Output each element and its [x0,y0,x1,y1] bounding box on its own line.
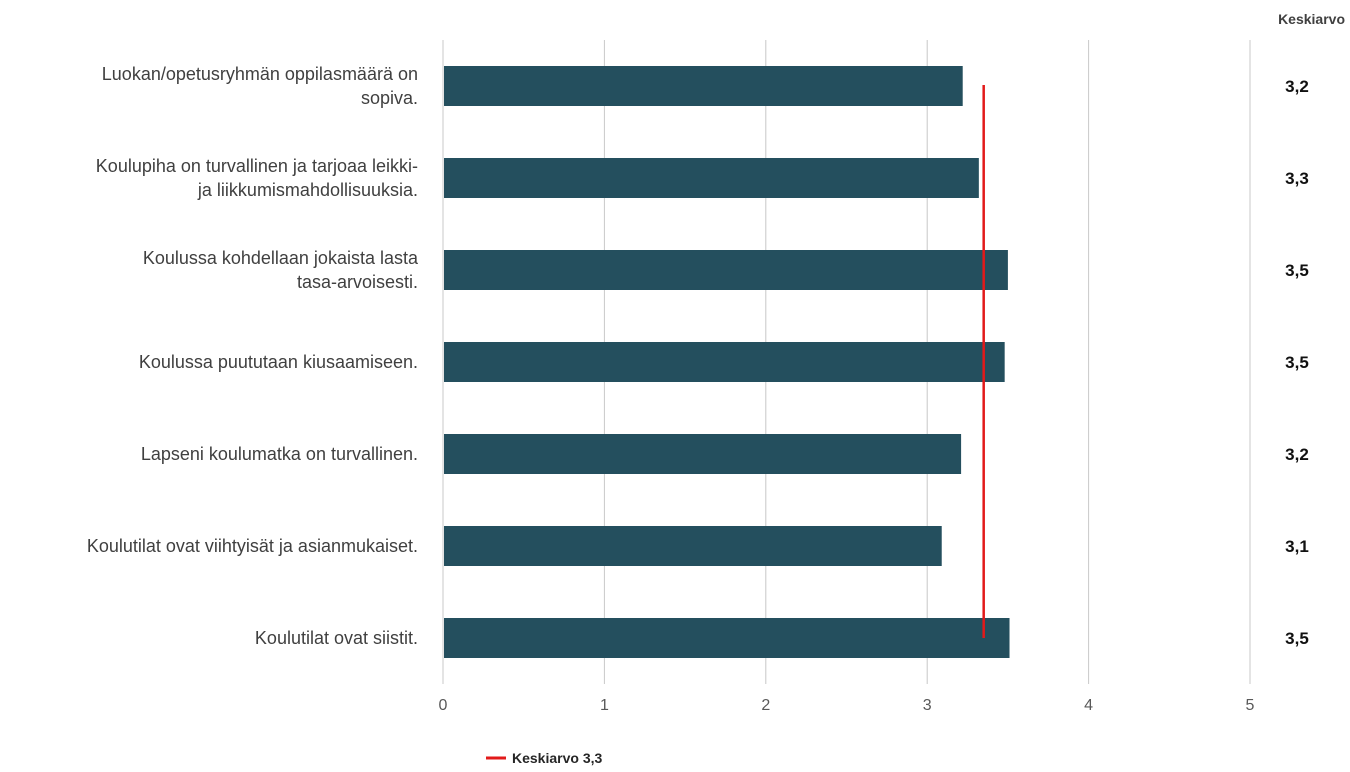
value-label-5: 3,2 [1285,445,1309,464]
category-label-6: Koulutilat ovat viihtyisät ja asianmukai… [87,536,418,556]
category-label-2: Koulupiha on turvallinen ja tarjoaa leik… [96,156,418,176]
bar-7 [444,618,1010,658]
bar-6 [444,526,942,566]
x-tick-label-3: 3 [923,697,932,714]
category-label-2: ja liikkumismahdollisuuksia. [197,180,418,200]
x-tick-label-4: 4 [1084,697,1093,714]
value-label-7: 3,5 [1285,629,1309,648]
value-label-1: 3,2 [1285,77,1309,96]
value-label-6: 3,1 [1285,537,1309,556]
value-label-4: 3,5 [1285,353,1309,372]
category-label-1: sopiva. [361,88,418,108]
value-column-header: Keskiarvo [1278,11,1345,27]
value-labels: 3,2 3,3 3,5 3,5 3,2 3,1 3,5 [1285,77,1309,648]
category-label-7: Koulutilat ovat siistit. [255,628,418,648]
bar-1 [444,66,963,106]
category-label-5: Lapseni koulumatka on turvallinen. [141,444,418,464]
category-label-1: Luokan/opetusryhmän oppilasmäärä on [102,64,418,84]
category-label-4: Koulussa puututaan kiusaamiseen. [139,352,418,372]
bar-2 [444,158,979,198]
x-tick-label-5: 5 [1246,697,1255,714]
bar-5 [444,434,962,474]
category-labels: Luokan/opetusryhmän oppilasmäärä on sopiv… [87,64,419,648]
x-tick-labels: 0 1 2 3 4 5 [439,697,1255,714]
value-label-2: 3,3 [1285,169,1309,188]
bar-4 [444,342,1005,382]
bar-3 [444,250,1008,290]
category-label-3: Koulussa kohdellaan jokaista lasta [143,248,419,268]
x-tick-label-1: 1 [600,697,609,714]
x-tick-label-0: 0 [439,697,448,714]
value-label-3: 3,5 [1285,261,1309,280]
category-label-3: tasa-arvoisesti. [297,272,418,292]
legend: Keskiarvo 3,3 [486,750,602,766]
x-tick-label-2: 2 [761,697,770,714]
bars [444,66,1010,658]
legend-label: Keskiarvo 3,3 [512,750,602,766]
